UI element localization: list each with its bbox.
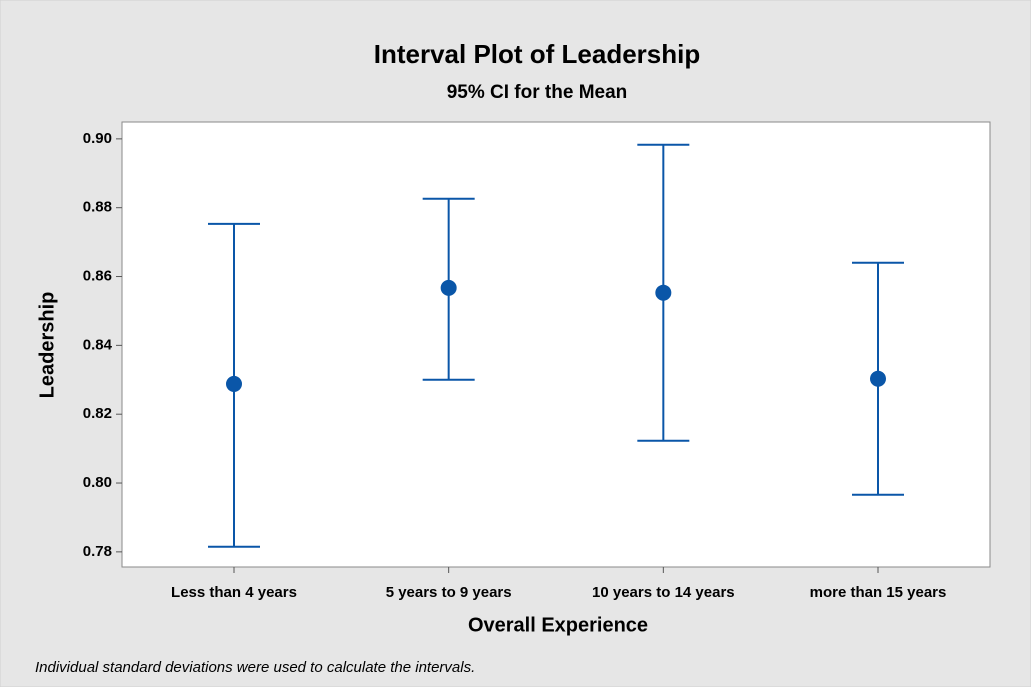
chart-subtitle: 95% CI for the Mean [447, 82, 628, 103]
y-tick-label: 0.80 [83, 474, 112, 491]
mean-point [440, 279, 457, 296]
plot-area [121, 121, 991, 568]
x-axis-label: Overall Experience [468, 614, 648, 636]
x-tick-label: Less than 4 years [171, 584, 297, 601]
mean-point [870, 370, 886, 387]
chart-title: Interval Plot of Leadership [374, 39, 701, 69]
x-tick-label: 5 years to 9 years [386, 584, 512, 601]
y-tick-label: 0.84 [83, 336, 113, 353]
y-tick-label: 0.78 [83, 543, 112, 560]
x-tick-label: more than 15 years [810, 584, 947, 601]
y-tick-label: 0.90 [83, 130, 112, 147]
mean-point [655, 284, 672, 301]
y-tick-label: 0.88 [83, 199, 112, 216]
x-tick-label: 10 years to 14 years [592, 584, 735, 601]
mean-point [226, 375, 242, 392]
y-tick-label: 0.86 [83, 267, 112, 284]
y-axis-label: Leadership [36, 292, 58, 399]
y-tick-label: 0.82 [83, 405, 112, 422]
footnote: Individual standard deviations were used… [35, 659, 475, 676]
